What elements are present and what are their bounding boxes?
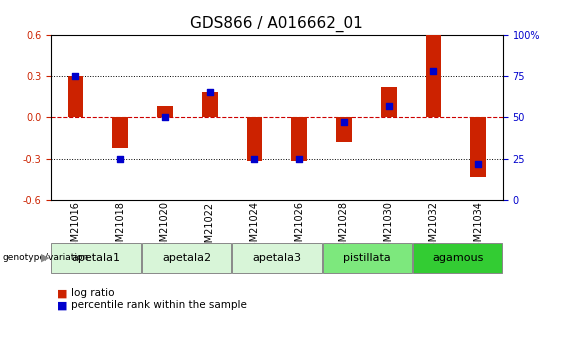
- Bar: [292, 117, 307, 161]
- Text: ■: ■: [56, 300, 67, 310]
- Point: [429, 68, 438, 74]
- Bar: [112, 117, 128, 148]
- Bar: [381, 87, 397, 117]
- Text: genotype/variation: genotype/variation: [3, 253, 89, 263]
- Point: [71, 73, 80, 79]
- Bar: [247, 117, 262, 161]
- Bar: [413, 243, 502, 273]
- Point: [340, 119, 349, 125]
- Bar: [142, 243, 231, 273]
- Text: percentile rank within the sample: percentile rank within the sample: [71, 300, 246, 310]
- Bar: [232, 243, 321, 273]
- Text: log ratio: log ratio: [71, 288, 114, 298]
- Bar: [336, 117, 352, 142]
- Text: apetala3: apetala3: [253, 253, 301, 263]
- Bar: [323, 243, 412, 273]
- Title: GDS866 / A016662_01: GDS866 / A016662_01: [190, 16, 363, 32]
- Text: agamous: agamous: [432, 253, 483, 263]
- Bar: [425, 34, 441, 117]
- Text: ■: ■: [56, 288, 67, 298]
- Point: [295, 156, 304, 161]
- Bar: [68, 76, 83, 117]
- Point: [384, 103, 393, 108]
- Point: [205, 90, 214, 95]
- Point: [160, 115, 170, 120]
- Point: [250, 156, 259, 161]
- Bar: [202, 92, 218, 117]
- Point: [116, 156, 125, 161]
- Bar: [157, 106, 173, 117]
- Text: apetala1: apetala1: [72, 253, 120, 263]
- Bar: [471, 117, 486, 177]
- Text: ▶: ▶: [41, 253, 50, 263]
- Text: apetala2: apetala2: [162, 253, 211, 263]
- Text: pistillata: pistillata: [344, 253, 391, 263]
- Point: [473, 161, 483, 166]
- Bar: [51, 243, 141, 273]
